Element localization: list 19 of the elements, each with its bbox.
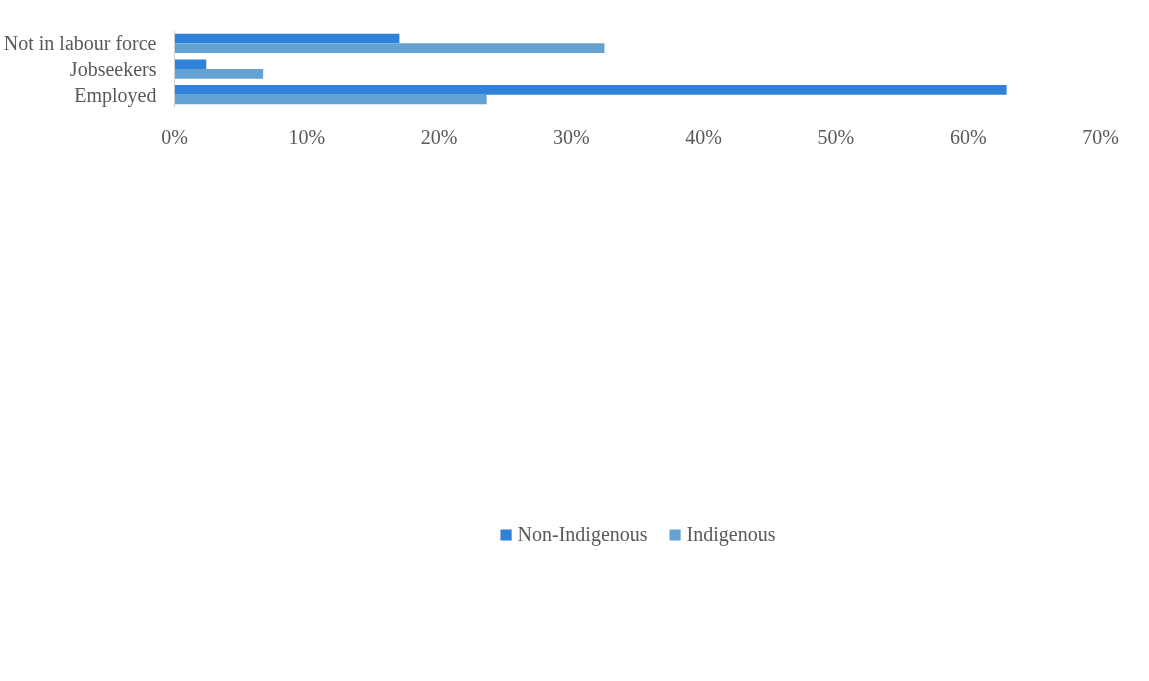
bar [174,85,1007,95]
x-tick-label: 30% [553,125,590,148]
x-tick-label: 50% [817,125,855,148]
x-tick-label: 20% [420,125,458,148]
legend-label: Indigenous [686,522,776,546]
x-tick-label: 40% [685,125,722,148]
legend-label: Non-Indigenous [517,522,648,546]
bar [174,69,264,79]
bar [174,59,207,69]
bar [174,33,400,44]
y-tick-label: Not in labour force [3,32,157,55]
y-tick-label: Employed [74,83,157,107]
y-tick-label: Jobseekers [69,58,157,80]
x-tick-label: 70% [1082,125,1119,148]
bar [174,94,487,105]
x-tick-label: 0% [161,125,188,148]
bar [174,43,605,53]
x-tick-label: 60% [949,125,987,148]
x-tick-label: 10% [288,125,326,148]
